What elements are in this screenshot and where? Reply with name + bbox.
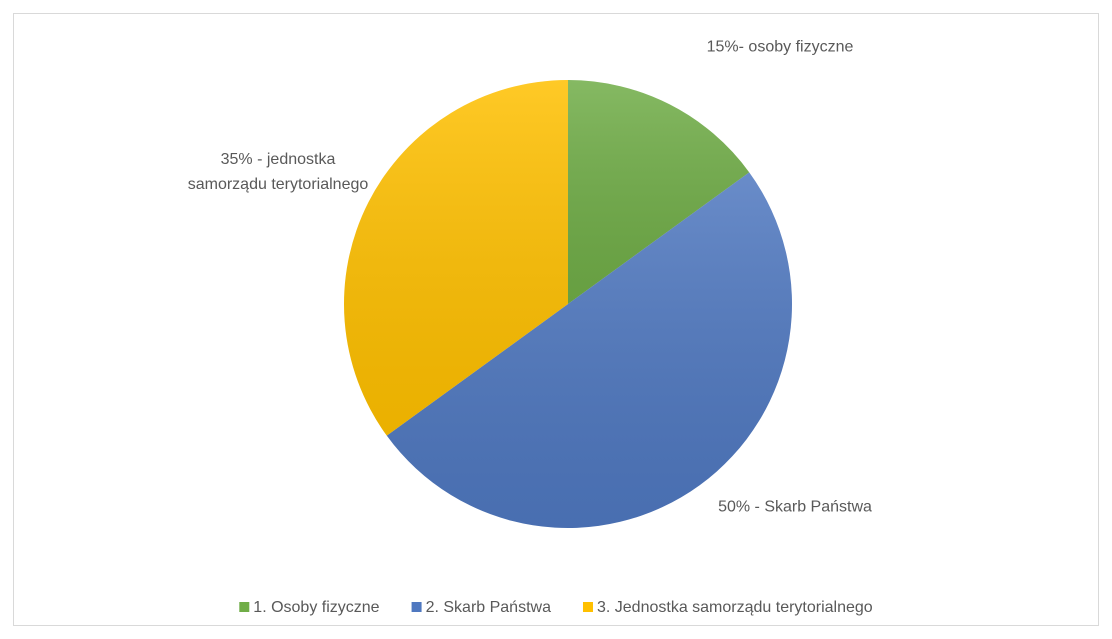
data-label: 35% - jednostka samorządu terytorialnego [187,151,369,193]
data-label: 50% - Skarb Państwa [718,498,872,516]
slice-shade [344,79,568,436]
legend-label: 3. Jednostka samorządu terytorialnego [597,599,873,616]
legend-swatch [411,602,422,612]
legend-label: 2. Skarb Państwa [426,599,552,616]
slice-shade [386,172,792,529]
legend-label: 1. Osoby fizyczne [253,599,379,616]
legend-swatch [582,602,593,612]
slice-shade [568,80,750,304]
data-label: 15%- osoby fizyczne [706,38,854,56]
legend-swatch [239,602,250,612]
